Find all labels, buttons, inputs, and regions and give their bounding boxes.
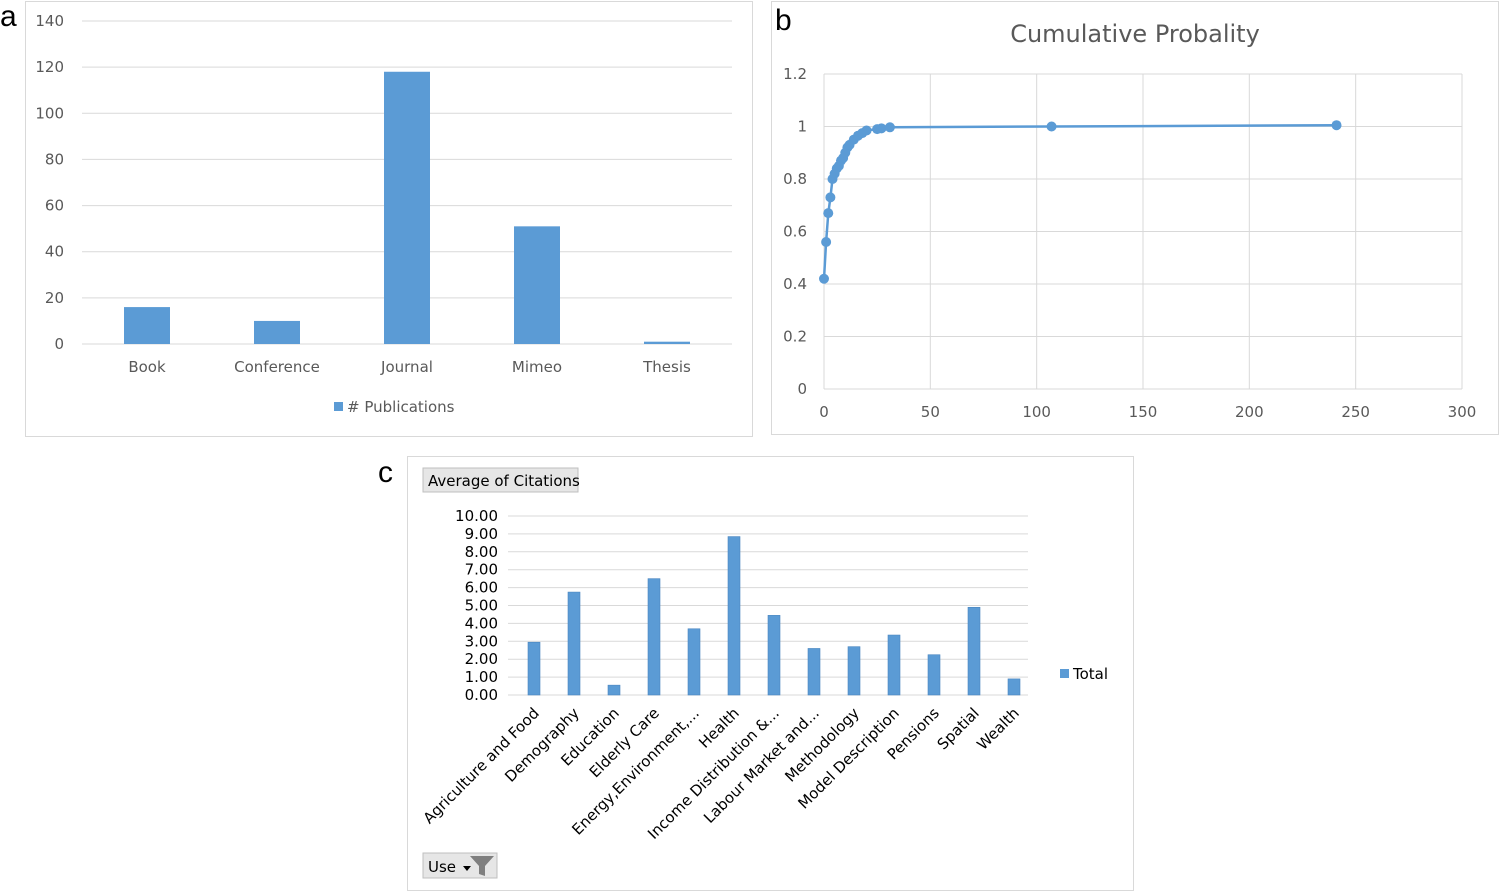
data-point: [876, 123, 887, 134]
y-tick-label: 7.00: [465, 561, 498, 579]
y-tick-label: 6.00: [465, 579, 498, 597]
bar: [647, 578, 661, 696]
chart-c-frame: [407, 456, 1134, 891]
bar: [607, 684, 621, 696]
filter-label: Use: [428, 858, 456, 876]
bar: [967, 606, 981, 696]
y-tick-label: 0.6: [783, 223, 807, 241]
pivot-field-label: Average of Citations: [428, 472, 580, 490]
x-tick-label: Thesis: [642, 358, 691, 376]
filter-funnel-icon: [470, 856, 494, 876]
y-tick-label: 10.00: [455, 507, 498, 525]
legend-label: # Publications: [347, 398, 455, 416]
x-tick-label: Journal: [380, 358, 433, 376]
x-tick-label: 100: [1022, 403, 1051, 421]
data-point: [1331, 120, 1342, 131]
bar: [767, 615, 781, 696]
dropdown-arrow-icon: [463, 866, 471, 871]
panel-label-c: c: [378, 456, 393, 489]
y-tick-label: 1.00: [465, 668, 498, 686]
x-tick-label: 150: [1129, 403, 1158, 421]
x-tick-label: Conference: [234, 358, 320, 376]
y-tick-label: 2.00: [465, 650, 498, 668]
bar: [644, 341, 690, 344]
x-tick-label: 200: [1235, 403, 1264, 421]
y-tick-label: 80: [45, 150, 64, 168]
x-tick-label: 250: [1341, 403, 1370, 421]
y-tick-label: 0: [797, 380, 807, 398]
y-tick-label: 4.00: [465, 614, 498, 632]
bar: [847, 646, 861, 696]
panel-label-a: a: [0, 0, 17, 33]
chart-c: Average of Citations 0.001.002.003.004.00…: [420, 467, 1108, 879]
bar: [527, 641, 541, 696]
bar: [927, 654, 941, 696]
y-tick-label: 0.4: [783, 275, 807, 293]
chart-b-frame: [771, 1, 1499, 435]
x-tick-label: Book: [128, 358, 166, 376]
y-tick-label: 9.00: [465, 525, 498, 543]
y-tick-label: 0.00: [465, 686, 498, 704]
y-tick-label: 140: [35, 12, 64, 30]
y-tick-label: 5.00: [465, 597, 498, 615]
chart-title: Cumulative Probality: [1010, 20, 1260, 48]
data-point: [825, 192, 836, 203]
data-point: [884, 122, 895, 133]
legend-label: Total: [1072, 665, 1108, 683]
y-tick-label: 0.2: [783, 328, 807, 346]
legend-swatch: [334, 402, 343, 411]
y-tick-label: 120: [35, 58, 64, 76]
y-tick-label: 60: [45, 197, 64, 215]
chart-a-frame: [25, 1, 753, 437]
y-tick-label: 8.00: [465, 543, 498, 561]
bar: [887, 634, 901, 696]
x-tick-label: Mimeo: [512, 358, 562, 376]
y-tick-label: 1: [797, 118, 807, 136]
y-tick-label: 1.2: [783, 65, 807, 83]
pivot-field-button: [422, 467, 579, 493]
data-point: [861, 125, 872, 136]
series-line: [822, 123, 1337, 279]
bar: [254, 320, 300, 344]
legend-swatch: [1060, 669, 1069, 678]
y-tick-label: 0: [54, 335, 64, 353]
y-tick-label: 0.8: [783, 170, 807, 188]
y-tick-label: 100: [35, 104, 64, 122]
x-tick-label: 50: [921, 403, 940, 421]
y-tick-label: 20: [45, 289, 64, 307]
y-tick-label: 3.00: [465, 632, 498, 650]
panel-label-b: b: [775, 4, 792, 37]
x-tick-label: Wealth: [973, 704, 1022, 753]
y-tick-label: 40: [45, 243, 64, 261]
bar: [687, 628, 701, 696]
bar: [1007, 678, 1021, 696]
data-point: [821, 237, 832, 247]
chart-b: Cumulative Probality 0 0.2 0.4 0.6 0.8 1 1.2 0 50…: [783, 20, 1476, 421]
data-point: [819, 273, 829, 284]
chart-a: 0 20 40 60 80 100 120 140 Book Conference Journal M…: [35, 12, 732, 416]
data-point: [1046, 121, 1057, 132]
data-point: [823, 208, 834, 219]
bar: [727, 536, 741, 696]
bar: [124, 307, 170, 344]
bar: [567, 591, 581, 696]
bar: [807, 648, 821, 696]
x-tick-label: 0: [819, 403, 829, 421]
bar: [514, 226, 560, 344]
x-tick-label: 300: [1448, 403, 1477, 421]
x-tick-label: Spatial: [934, 704, 983, 753]
bar: [384, 71, 430, 344]
